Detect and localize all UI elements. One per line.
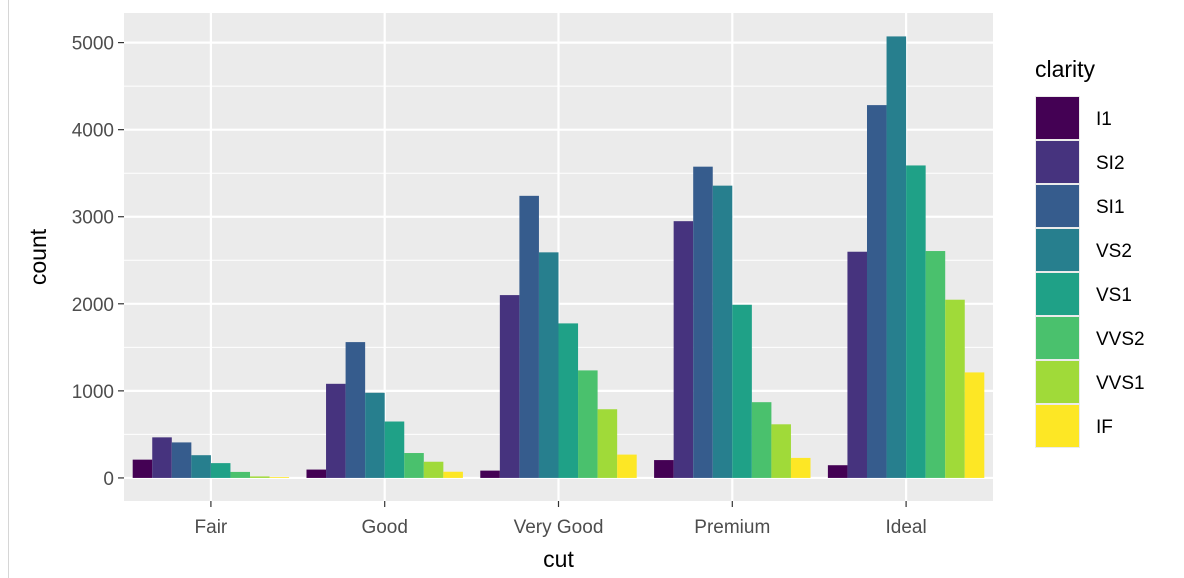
bar-fair-vvs2 (230, 471, 251, 478)
y-tick-label: 0 (103, 469, 114, 490)
bar-very-good-vvs2 (578, 370, 598, 478)
x-tick-label: Very Good (514, 517, 604, 538)
y-axis: 0 1000 2000 3000 4000 5000 (72, 34, 124, 490)
y-tick-label: 3000 (72, 208, 114, 229)
bar-very-good-vs1 (558, 323, 579, 478)
bar-good-vvs2 (404, 453, 424, 478)
legend-label-vs2: VS2 (1096, 241, 1132, 262)
bar-premium-si2 (673, 221, 694, 478)
bar-very-good-vvs1 (597, 409, 618, 478)
y-tick-label: 2000 (72, 295, 114, 316)
bar-good-if (443, 471, 463, 478)
bar-good-i1 (306, 469, 327, 478)
legend-label-i1: I1 (1096, 109, 1112, 130)
legend: clarity I1 SI2 SI1 VS2 VS1 VVS2 VVS1 IF (1035, 56, 1145, 448)
bar-ideal-i1 (827, 465, 848, 478)
bar-very-good-if (617, 454, 637, 478)
bar-premium-if (790, 457, 811, 478)
legend-key-vs2 (1036, 229, 1079, 271)
bar-premium-vvs2 (751, 402, 772, 478)
y-axis-title: count (25, 228, 51, 285)
bar-fair-si1 (171, 442, 192, 478)
bar-fair-vs1 (210, 463, 231, 478)
bar-fair-if (269, 477, 290, 478)
x-tick-label: Fair (195, 517, 228, 538)
bar-very-good-i1 (480, 470, 500, 478)
x-tick-label: Ideal (885, 517, 926, 538)
x-tick-label: Premium (694, 517, 770, 538)
x-axis-title: cut (543, 546, 574, 572)
bar-very-good-si1 (519, 195, 539, 478)
bar-fair-si2 (152, 437, 172, 478)
x-tick-label: Good (361, 517, 407, 538)
legend-key-si2 (1036, 141, 1079, 183)
y-tick-label: 5000 (72, 34, 114, 55)
legend-key-vs1 (1036, 273, 1079, 315)
bar-ideal-vs2 (886, 36, 907, 478)
legend-label-vvs2: VVS2 (1096, 329, 1145, 350)
bar-very-good-si2 (499, 295, 520, 478)
legend-label-if: IF (1096, 417, 1113, 438)
legend-key-si1 (1036, 185, 1079, 227)
legend-label-vs1: VS1 (1096, 285, 1132, 306)
bar-ideal-si1 (866, 105, 887, 478)
legend-key-if (1036, 405, 1079, 447)
bar-ideal-vs1 (906, 165, 926, 478)
bar-premium-si1 (693, 166, 713, 478)
legend-key-vvs1 (1036, 361, 1079, 403)
bar-premium-vs1 (732, 304, 752, 478)
y-tick-label: 4000 (72, 121, 114, 142)
bar-premium-vvs1 (771, 424, 791, 478)
left-border-rule (8, 0, 9, 578)
bars-group (132, 36, 985, 478)
bar-good-vs1 (384, 421, 405, 478)
bar-ideal-vvs2 (925, 251, 946, 478)
legend-key-vvs2 (1036, 317, 1079, 359)
bar-very-good-vs2 (538, 252, 559, 478)
legend-label-si1: SI1 (1096, 197, 1125, 218)
bar-fair-vs2 (191, 455, 211, 478)
bar-good-si1 (345, 342, 366, 478)
bar-fair-i1 (132, 459, 153, 478)
bar-premium-i1 (654, 460, 674, 478)
legend-key-i1 (1036, 97, 1079, 139)
bar-ideal-si2 (847, 251, 867, 478)
bar-premium-vs2 (712, 185, 733, 478)
legend-label-vvs1: VVS1 (1096, 373, 1145, 394)
legend-title: clarity (1035, 56, 1096, 82)
bar-ideal-vvs1 (945, 299, 965, 478)
x-axis: Fair Good Very Good Premium Ideal (195, 501, 927, 538)
bar-good-si2 (326, 383, 346, 478)
bar-good-vvs1 (423, 461, 444, 478)
bar-good-vs2 (365, 392, 385, 478)
bar-ideal-if (964, 372, 985, 478)
bar-fair-vvs1 (250, 476, 270, 478)
y-tick-label: 1000 (72, 382, 114, 403)
legend-label-si2: SI2 (1096, 153, 1125, 174)
